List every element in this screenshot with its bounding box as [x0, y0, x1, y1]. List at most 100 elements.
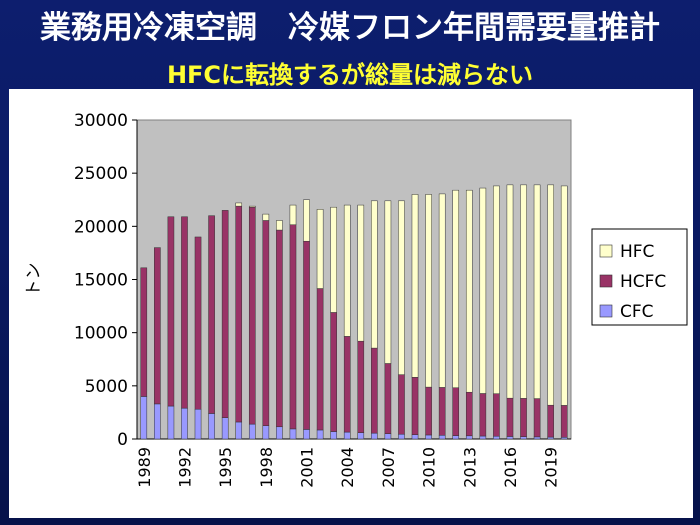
- y-tick-label: 0: [117, 430, 128, 450]
- stacked-bar-chart: 0 5000 10000 15000 20000 25000 30000 トン 1989 1992…: [24, 111, 688, 488]
- legend-swatch-hcfc: [599, 274, 613, 288]
- bar-hfc-1999: [276, 220, 283, 231]
- bar-cfc-1998: [262, 425, 270, 440]
- bar-cfc-1990: [154, 403, 161, 440]
- page-subtitle: HFCに転換するが総量は減らない: [166, 61, 534, 89]
- bar-hfc-2006: [371, 200, 378, 349]
- plot-area: [136, 119, 572, 440]
- y-tick-label: 5000: [85, 377, 128, 397]
- bar-hfc-2016: [506, 184, 514, 399]
- y-tick-label: 20000: [74, 217, 128, 237]
- bar-hcfc-1997: [248, 206, 256, 425]
- bar-hfc-2008: [398, 200, 405, 375]
- bar-hfc-2002: [316, 209, 324, 289]
- bar-hcfc-2005: [357, 340, 365, 433]
- bar-cfc-1997: [248, 423, 256, 440]
- x-tick-label: 2010: [420, 447, 439, 488]
- x-tick-label: 2016: [501, 447, 520, 488]
- bar-hfc-2004: [343, 204, 351, 337]
- bar-hcfc-2002: [316, 288, 324, 431]
- bar-hcfc-2006: [371, 347, 378, 434]
- bar-hcfc-1996: [235, 205, 243, 423]
- x-tick-label: 2013: [460, 447, 479, 488]
- bar-hcfc-2000: [289, 224, 297, 430]
- bar-hfc-2020: [560, 185, 568, 406]
- legend-label-hfc: HFC: [620, 242, 654, 262]
- bar-hfc-2000: [289, 204, 297, 225]
- bar-hfc-2013: [465, 189, 473, 393]
- bar-hcfc-2008: [398, 374, 405, 435]
- bar-hcfc-2009: [411, 377, 419, 435]
- bar-cfc-1999: [276, 426, 283, 440]
- x-tick-label: 1989: [135, 447, 154, 488]
- bar-hfc-2019: [547, 184, 554, 406]
- page-title: 業務用冷凍空調 冷媒フロン年間需要量推計: [40, 10, 660, 46]
- bar-hcfc-1994: [208, 215, 215, 414]
- bar-hcfc-1990: [154, 247, 161, 405]
- legend-swatch-hfc: [599, 244, 613, 258]
- bar-cfc-2017: [520, 436, 527, 440]
- bar-cfc-2012: [452, 435, 460, 440]
- bar-cfc-2009: [411, 434, 419, 440]
- bar-hfc-2010: [425, 194, 432, 388]
- bar-cfc-2014: [479, 435, 487, 440]
- bar-hcfc-2019: [547, 404, 554, 438]
- bar-cfc-2004: [343, 431, 351, 440]
- legend-label-hcfc: HCFC: [620, 272, 666, 292]
- x-tick-label: 2019: [542, 447, 561, 488]
- bar-hcfc-2001: [303, 240, 310, 430]
- bar-hcfc-2011: [438, 387, 446, 436]
- bar-cfc-2020: [560, 437, 568, 440]
- bar-cfc-1996: [235, 421, 243, 440]
- bar-hfc-2014: [479, 187, 487, 394]
- bar-cfc-1989: [140, 396, 148, 440]
- bar-hfc-2007: [384, 200, 392, 364]
- bar-cfc-2016: [506, 436, 514, 440]
- chart-panel: 0 5000 10000 15000 20000 25000 30000 トン 1989 1992…: [9, 89, 693, 518]
- bar-cfc-2006: [371, 432, 378, 440]
- bar-hcfc-2017: [520, 398, 527, 437]
- bar-cfc-2013: [465, 435, 473, 440]
- bar-hcfc-2007: [384, 363, 392, 434]
- bar-cfc-2018: [533, 436, 541, 440]
- bar-hfc-2018: [533, 184, 541, 399]
- bar-cfc-2010: [425, 434, 432, 440]
- bar-cfc-2019: [547, 436, 554, 440]
- bar-cfc-2015: [493, 435, 500, 440]
- bar-hfc-2012: [452, 189, 460, 388]
- bar-hcfc-1992: [181, 216, 188, 409]
- bar-hcfc-2018: [533, 398, 541, 438]
- bar-hcfc-2013: [465, 391, 473, 437]
- x-tick-label: 1998: [257, 447, 276, 488]
- bar-hcfc-1989: [140, 267, 148, 397]
- bar-cfc-1993: [194, 408, 202, 440]
- y-axis-label: トン: [24, 263, 44, 297]
- bar-hcfc-2003: [330, 312, 337, 432]
- bar-hfc-1997: [248, 205, 256, 208]
- legend-swatch-cfc: [599, 304, 613, 318]
- bar-hcfc-2010: [425, 386, 432, 436]
- bar-hcfc-2020: [560, 405, 568, 438]
- bar-hfc-2015: [493, 185, 500, 394]
- bar-hcfc-1991: [167, 216, 175, 407]
- bar-hcfc-1998: [262, 220, 270, 426]
- bar-cfc-2005: [357, 432, 365, 440]
- bar-hcfc-1993: [194, 236, 202, 410]
- legend-label-cfc: CFC: [620, 302, 654, 322]
- bar-hcfc-1995: [221, 210, 229, 418]
- bar-cfc-2000: [289, 428, 297, 440]
- x-tick-label: 2007: [379, 447, 398, 488]
- bar-hfc-2003: [330, 206, 337, 313]
- x-tick-label: 1995: [216, 447, 235, 488]
- bar-cfc-1991: [167, 405, 175, 440]
- bar-cfc-2002: [316, 429, 324, 440]
- bar-hcfc-2014: [479, 393, 487, 437]
- bar-cfc-1995: [221, 417, 229, 440]
- y-tick-label: 15000: [74, 271, 128, 291]
- bar-cfc-2007: [384, 433, 392, 440]
- y-tick-label: 10000: [74, 324, 128, 344]
- bar-hfc-2001: [303, 199, 310, 242]
- bar-cfc-1994: [208, 413, 215, 440]
- bar-cfc-2003: [330, 431, 337, 440]
- bar-cfc-2008: [398, 433, 405, 440]
